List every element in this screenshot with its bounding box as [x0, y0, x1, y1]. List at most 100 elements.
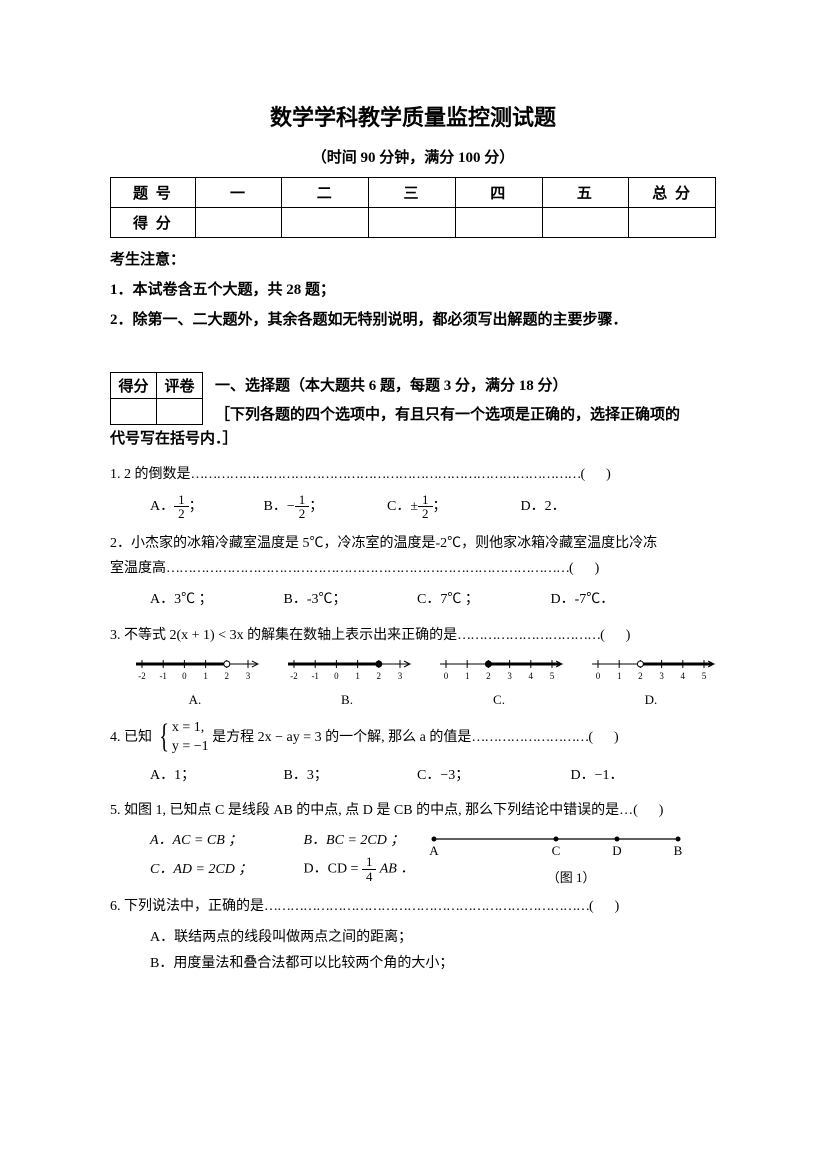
q1-C-pre: C．±: [387, 494, 418, 519]
frac-den: 4: [362, 870, 377, 884]
svg-text:0: 0: [182, 671, 187, 681]
mini-grader-blank[interactable]: [157, 399, 203, 425]
q5-stem: 5. 如图 1, 已知点 C 是线段 AB 的中点, 点 D 是 CB 的中点,…: [110, 803, 638, 818]
score-mini-table: 得分 评卷: [110, 372, 203, 425]
q5: 5. 如图 1, 已知点 C 是线段 AB 的中点, 点 D 是 CB 的中点,…: [110, 798, 716, 823]
svg-text:5: 5: [550, 671, 555, 681]
svg-text:C: C: [552, 843, 561, 858]
q2-stem-a: 2．小杰家的冰箱冷藏室温度是 5℃，冷冻室的温度是-2℃，则他家冰箱冷藏室温度比…: [110, 536, 657, 551]
svg-text:-2: -2: [290, 671, 298, 681]
q6-B: B．用度量法和叠合法都可以比较两个角的大小；: [150, 951, 716, 976]
numberline-C: 012345: [434, 654, 564, 688]
q1-options: A．12 ； B．−12 ； C．±12 ； D．2．: [150, 493, 716, 521]
mini-score-blank[interactable]: [111, 399, 157, 425]
svg-text:D: D: [613, 843, 622, 858]
score-row-label: 得 分: [111, 208, 196, 238]
q2-stem-b: 室温度高: [110, 561, 166, 576]
svg-text:-1: -1: [159, 671, 167, 681]
q1-D: D．2．: [521, 494, 566, 519]
q2-answer-paren[interactable]: ( ): [569, 556, 599, 581]
q4-answer-paren[interactable]: ( ): [588, 725, 618, 750]
paren-close: ): [606, 467, 611, 482]
svg-text:0: 0: [444, 671, 449, 681]
score-h5: 五: [542, 178, 629, 208]
q5-body: A．AC = CB ； B．BC = 2CD ； C．AD = 2CD ； D．…: [150, 827, 716, 886]
q4-eq1: x = 1,: [172, 720, 204, 735]
paren-gap: [574, 561, 595, 576]
paren-gap: [638, 803, 659, 818]
frac-num: 1: [174, 493, 189, 508]
q3-numberlines: -2-10123 A. -2-10123 B. 012345 C. 012345…: [130, 654, 716, 708]
svg-text:3: 3: [246, 671, 251, 681]
svg-text:2: 2: [638, 671, 643, 681]
score-h2: 二: [282, 178, 369, 208]
q3-D-block: 012345 D.: [586, 654, 716, 708]
q5-B: B．BC = 2CD ；: [304, 827, 405, 855]
q1-C: C．±12 ；: [387, 493, 517, 521]
q3-B-label: B.: [282, 692, 412, 708]
frac-den: 2: [295, 507, 310, 521]
section-1-bracket: ［下列各题的四个选项中，有且只有一个选项是正确的，选择正确项的: [215, 407, 680, 423]
notice-1: 1．本试卷含五个大题，共 28 题；: [110, 278, 716, 302]
score-blank-3[interactable]: [369, 208, 456, 238]
q4-options: A．1； B．3； C．−3； D．−1．: [150, 763, 716, 788]
line-segment-figure: ACDB: [426, 831, 686, 861]
q4-D: D．−1．: [571, 763, 624, 788]
score-blank-2[interactable]: [282, 208, 369, 238]
numberline-B: -2-10123: [282, 654, 412, 688]
q2-dots: …………………………………………………………………………………: [166, 561, 569, 576]
svg-text:B: B: [674, 843, 683, 858]
paren-gap: [605, 628, 626, 643]
paren-close: ): [615, 899, 620, 914]
frac-num: 1: [418, 493, 433, 508]
q5-A-text: A．AC = CB ；: [150, 833, 242, 848]
section-1-heading: 一、选择题（本大题共 6 题，每题 3 分，满分 18 分）: [215, 378, 568, 394]
q5-C-text: C．AD = 2CD ；: [150, 862, 252, 877]
score-table: 题 号 一 二 三 四 五 总 分 得 分: [110, 177, 716, 238]
q2: 2．小杰家的冰箱冷藏室温度是 5℃，冷冻室的温度是-2℃，则他家冰箱冷藏室温度比…: [110, 531, 716, 581]
q6-answer-paren[interactable]: ( ): [589, 894, 619, 919]
q4-eq2: y = −1: [172, 739, 209, 754]
svg-text:-1: -1: [311, 671, 319, 681]
paren-close: ): [595, 561, 600, 576]
score-blank-5[interactable]: [542, 208, 629, 238]
svg-text:5: 5: [702, 671, 707, 681]
svg-text:1: 1: [617, 671, 622, 681]
q5-D-post: AB ．: [376, 862, 414, 877]
paren-gap: [594, 899, 615, 914]
q3: 3. 不等式 2(x + 1) < 3x 的解集在数轴上表示出来正确的是……………: [110, 623, 716, 648]
q3-A-label: A.: [130, 692, 260, 708]
svg-text:0: 0: [596, 671, 601, 681]
q1-B-pre: B．−: [264, 494, 295, 519]
q1-A: A．12 ；: [150, 493, 260, 521]
q1-A-pre: A．: [150, 494, 174, 519]
q1-answer-paren[interactable]: ( ): [581, 462, 611, 487]
svg-text:A: A: [430, 843, 440, 858]
q6-stem: 6. 下列说法中，正确的是: [110, 899, 264, 914]
section-1-text: 一、选择题（本大题共 6 题，每题 3 分，满分 18 分） ［下列各题的四个选…: [215, 372, 716, 429]
exam-page: 数学学科教学质量监控测试题 （时间 90 分钟，满分 100 分） 题 号 一 …: [0, 0, 826, 1169]
q5-D-frac: 14: [362, 855, 377, 883]
paren-gap: [585, 467, 606, 482]
score-blank-1[interactable]: [195, 208, 282, 238]
q5-B-text: B．BC = 2CD ；: [304, 833, 405, 848]
score-blank-total[interactable]: [629, 208, 716, 238]
q3-C-block: 012345 C.: [434, 654, 564, 708]
score-value-row: 得 分: [111, 208, 716, 238]
svg-text:0: 0: [334, 671, 339, 681]
frac-num: 1: [362, 855, 377, 870]
score-h0: 题 号: [111, 178, 196, 208]
q3-B-block: -2-10123 B.: [282, 654, 412, 708]
q4-C: C．−3；: [417, 763, 567, 788]
score-blank-4[interactable]: [455, 208, 542, 238]
paren-gap: [593, 730, 614, 745]
notice-lead: 考生注意：: [110, 248, 716, 272]
q3-answer-paren[interactable]: ( ): [600, 623, 630, 648]
q3-C-label: C.: [434, 692, 564, 708]
q5-A: A．AC = CB ；: [150, 827, 300, 855]
numberline-D: 012345: [586, 654, 716, 688]
q2-options: A．3℃ ； B．-3℃； C．7℃ ； D．-7℃．: [150, 587, 716, 612]
svg-text:3: 3: [398, 671, 403, 681]
frac-den: 2: [418, 507, 433, 521]
svg-text:4: 4: [681, 671, 686, 681]
